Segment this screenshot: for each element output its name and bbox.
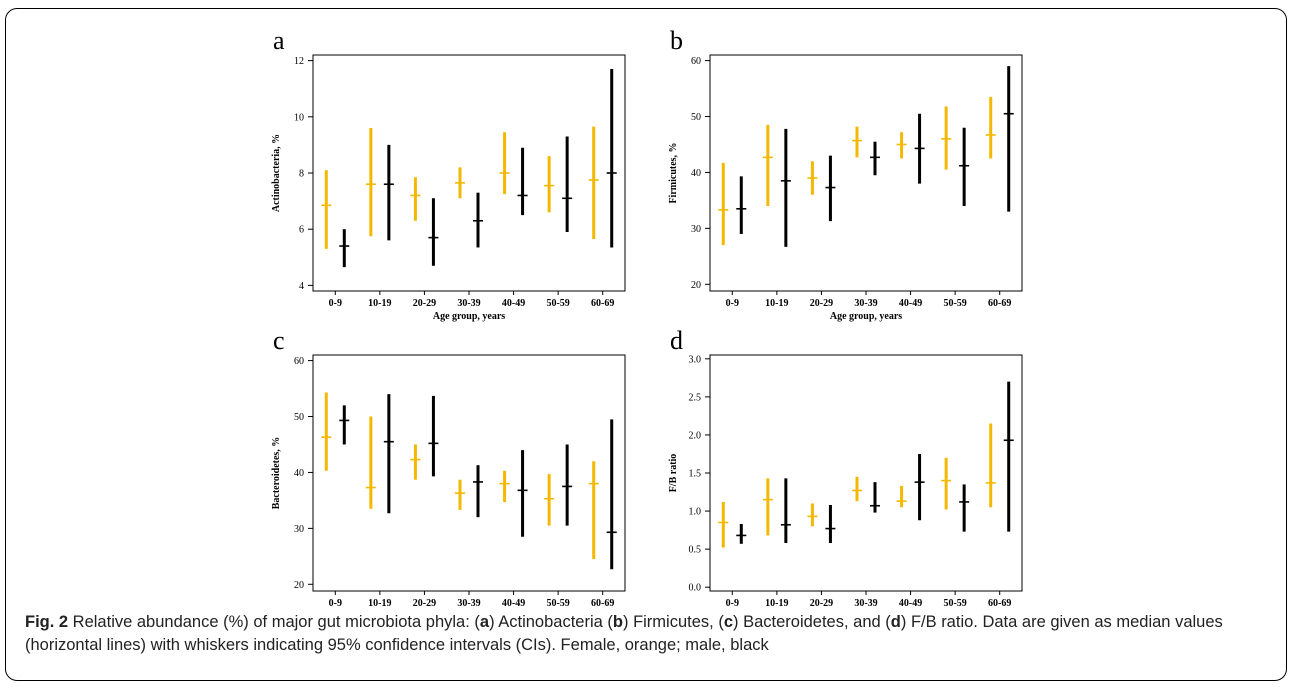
plot-frame-b: [709, 54, 1023, 292]
y-tick-label-c-1: 30: [294, 524, 304, 535]
caption-text-3: ) Bacteroidetes, and (: [733, 613, 891, 631]
y-tick-label-a-3: 10: [294, 112, 304, 123]
x-tick-label-a-4: 40-49: [502, 298, 525, 309]
x-tick-label-b-3: 30-39: [854, 298, 877, 309]
caption-text-4: ) F/B ratio. Data are given as median va…: [25, 613, 1223, 654]
y-tick-label-a-0: 4: [299, 281, 304, 292]
x-tick-label-c-3: 30-39: [457, 598, 480, 609]
plot-frame-c: [312, 354, 626, 592]
x-axis-label-a: Age group, years: [433, 311, 505, 322]
x-tick-label-d-0: 0-9: [726, 598, 739, 609]
y-tick-label-d-2: 1.0: [689, 507, 702, 518]
panel-label-a: a: [273, 26, 285, 55]
y-tick-label-d-1: 0.5: [689, 545, 702, 556]
x-tick-label-a-2: 20-29: [413, 298, 436, 309]
y-tick-label-b-1: 30: [691, 224, 701, 235]
y-tick-label-a-2: 8: [299, 169, 304, 180]
y-tick-label-d-5: 2.5: [689, 392, 702, 403]
panel-label-b: b: [670, 26, 683, 55]
x-axis-label-b: Age group, years: [830, 311, 902, 322]
x-tick-label-a-1: 10-19: [368, 298, 391, 309]
x-tick-label-c-0: 0-9: [329, 598, 342, 609]
x-tick-label-c-5: 50-59: [546, 598, 569, 609]
plot-frame-a: [312, 54, 626, 292]
y-tick-label-d-6: 3.0: [689, 354, 702, 365]
y-tick-label-d-3: 1.5: [689, 469, 702, 480]
plot-frame-d: [709, 354, 1023, 592]
x-tick-label-c-1: 10-19: [368, 598, 391, 609]
x-tick-label-b-0: 0-9: [726, 298, 739, 309]
x-tick-label-c-2: 20-29: [413, 598, 436, 609]
y-tick-label-c-2: 40: [294, 468, 304, 479]
figure-caption: Fig. 2 Relative abundance (%) of major g…: [25, 611, 1270, 657]
x-tick-label-a-5: 50-59: [546, 298, 569, 309]
y-tick-label-b-0: 20: [691, 280, 701, 291]
caption-text-0: Relative abundance (%) of major gut micr…: [68, 613, 480, 631]
x-tick-label-a-0: 0-9: [329, 298, 342, 309]
panel-label-c: c: [273, 326, 285, 355]
x-tick-label-b-6: 60-69: [988, 298, 1011, 309]
x-tick-label-a-6: 60-69: [591, 298, 614, 309]
x-tick-label-d-1: 10-19: [765, 598, 788, 609]
caption-text-1: ) Actinobacteria (: [489, 613, 613, 631]
y-axis-label-a: Actinobacteria, %: [271, 134, 282, 212]
caption-panel-d: d: [890, 613, 901, 631]
y-tick-label-b-4: 60: [691, 56, 701, 67]
x-tick-label-d-4: 40-49: [899, 598, 922, 609]
x-tick-label-d-6: 60-69: [988, 598, 1011, 609]
x-tick-label-c-4: 40-49: [502, 598, 525, 609]
caption-text-2: ) Firmicutes, (: [622, 613, 724, 631]
y-tick-label-b-2: 40: [691, 168, 701, 179]
caption-panel-b: b: [612, 613, 623, 631]
x-tick-label-b-1: 10-19: [765, 298, 788, 309]
x-tick-label-a-3: 30-39: [457, 298, 480, 309]
figure-frame: [5, 8, 1287, 681]
y-tick-label-d-4: 2.0: [689, 430, 702, 441]
y-axis-label-d: F/B ratio: [668, 454, 679, 493]
x-tick-label-c-6: 60-69: [591, 598, 614, 609]
y-tick-label-c-0: 20: [294, 580, 304, 591]
y-tick-label-a-4: 12: [294, 56, 304, 67]
y-axis-label-b: Firmicutes, %: [668, 142, 679, 203]
x-tick-label-b-2: 20-29: [810, 298, 833, 309]
y-tick-label-d-0: 0.0: [689, 583, 702, 594]
y-tick-label-b-3: 50: [691, 112, 701, 123]
caption-panel-c: c: [723, 613, 734, 631]
x-tick-label-d-5: 50-59: [943, 598, 966, 609]
y-tick-label-c-3: 50: [294, 412, 304, 423]
figure-panels: a 4 6 8 10 12 Actinobacteria, % 0-9 10-19 20-29 30…: [271, 26, 1023, 609]
y-tick-label-a-1: 6: [299, 225, 304, 236]
y-axis-label-c: Bacteroidetes, %: [271, 437, 282, 510]
x-tick-label-d-3: 30-39: [854, 598, 877, 609]
x-tick-label-b-4: 40-49: [899, 298, 922, 309]
x-tick-label-d-2: 20-29: [810, 598, 833, 609]
panel-label-d: d: [670, 326, 683, 355]
caption-label: Fig. 2: [25, 613, 69, 631]
y-tick-label-c-4: 60: [294, 356, 304, 367]
caption-panel-a: a: [479, 613, 490, 631]
x-tick-label-b-5: 50-59: [943, 298, 966, 309]
